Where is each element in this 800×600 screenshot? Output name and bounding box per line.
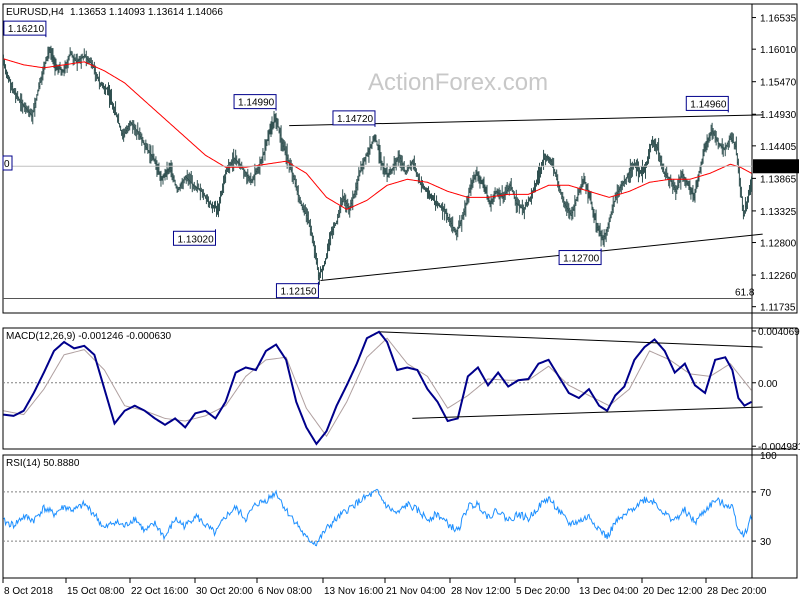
header-title: EURUSD,H4 xyxy=(6,7,64,18)
price-axis-label: 1.15470 xyxy=(760,78,797,89)
rsi-axis-label: 30 xyxy=(760,537,772,548)
macd-axis-label: 0.004069 xyxy=(758,327,800,338)
price-axis-label: 1.12800 xyxy=(760,239,797,250)
time-axis-label: 13 Dec 04:00 xyxy=(579,586,639,597)
left-cut-box xyxy=(2,155,13,171)
price-axis-label: 1.13325 xyxy=(760,207,797,218)
fib-618-label: 61.8 xyxy=(735,288,755,299)
price-trendline xyxy=(320,233,763,281)
moving-average-line xyxy=(3,58,752,210)
rsi-label: RSI(14) 50.8880 xyxy=(6,458,80,469)
price-annotation-box xyxy=(685,95,729,111)
time-axis-label: 13 Nov 16:00 xyxy=(324,586,384,597)
time-axis-label: 20 Dec 12:00 xyxy=(643,586,703,597)
price-annotation-box xyxy=(172,230,216,246)
rsi-axis-label: 70 xyxy=(760,488,772,499)
macd-trendline xyxy=(412,406,763,419)
price-annotation-label: 1.14960 xyxy=(690,99,727,110)
time-axis-label: 28 Dec 20:00 xyxy=(707,586,767,597)
price-axis-label: 1.12260 xyxy=(760,271,797,282)
rsi-pane-frame xyxy=(2,454,798,579)
header-ohlc: 1.13653 1.14093 1.13614 1.14066 xyxy=(70,7,223,18)
time-axis-label: 22 Oct 16:00 xyxy=(131,586,189,597)
price-annotation-label: 1.16210 xyxy=(8,24,45,35)
time-axis-label: 8 Oct 2018 xyxy=(4,586,53,597)
current-price-tag xyxy=(753,159,799,174)
time-axis-label: 5 Dec 20:00 xyxy=(516,586,570,597)
price-annotation-label: 1.14720 xyxy=(337,114,374,125)
watermark-text: ActionForex.com xyxy=(368,69,548,96)
macd-signal-line xyxy=(3,337,752,438)
price-annotation-box xyxy=(275,283,319,299)
price-annotation-box xyxy=(233,94,277,110)
macd-line xyxy=(3,330,752,446)
rsi-line xyxy=(3,488,752,547)
time-axis-label: 28 Nov 12:00 xyxy=(451,586,511,597)
price-axis-label: 1.14930 xyxy=(760,110,797,121)
left-cut-label: 0 xyxy=(4,159,10,170)
time-axis-label: 30 Oct 20:00 xyxy=(196,586,254,597)
macd-axis-label: 0.00 xyxy=(758,379,778,390)
current-price-label: 1.14066 xyxy=(757,162,794,173)
macd-trendline xyxy=(380,331,763,348)
price-annotation-box xyxy=(558,250,602,266)
time-axis-label: 21 Nov 04:00 xyxy=(386,586,446,597)
price-annotation-label: 1.14990 xyxy=(238,98,275,109)
ohlc-bars-group xyxy=(2,45,753,285)
price-annotation-label: 1.13020 xyxy=(177,234,214,245)
price-annotation-box xyxy=(3,20,47,36)
macd-pane-frame xyxy=(2,327,798,450)
price-axis-label: 1.13865 xyxy=(760,174,797,185)
macd-label: MACD(12,26,9) -0.001246 -0.000630 xyxy=(6,331,172,342)
time-axis-label: 6 Nov 08:00 xyxy=(258,586,312,597)
rsi-axis-label: 100 xyxy=(760,451,777,462)
macd-axis-label: -0.004981 xyxy=(758,442,800,453)
price-axis-label: 1.11735 xyxy=(760,303,796,314)
price-annotation-box xyxy=(332,110,376,126)
time-axis-label: 15 Oct 08:00 xyxy=(67,586,125,597)
price-annotation-label: 1.12700 xyxy=(563,254,600,265)
price-annotation-label: 1.12150 xyxy=(280,287,317,298)
price-axis-label: 1.14405 xyxy=(760,142,797,153)
price-axis-label: 1.16535 xyxy=(760,14,797,25)
price-axis-label: 1.16010 xyxy=(760,45,797,56)
